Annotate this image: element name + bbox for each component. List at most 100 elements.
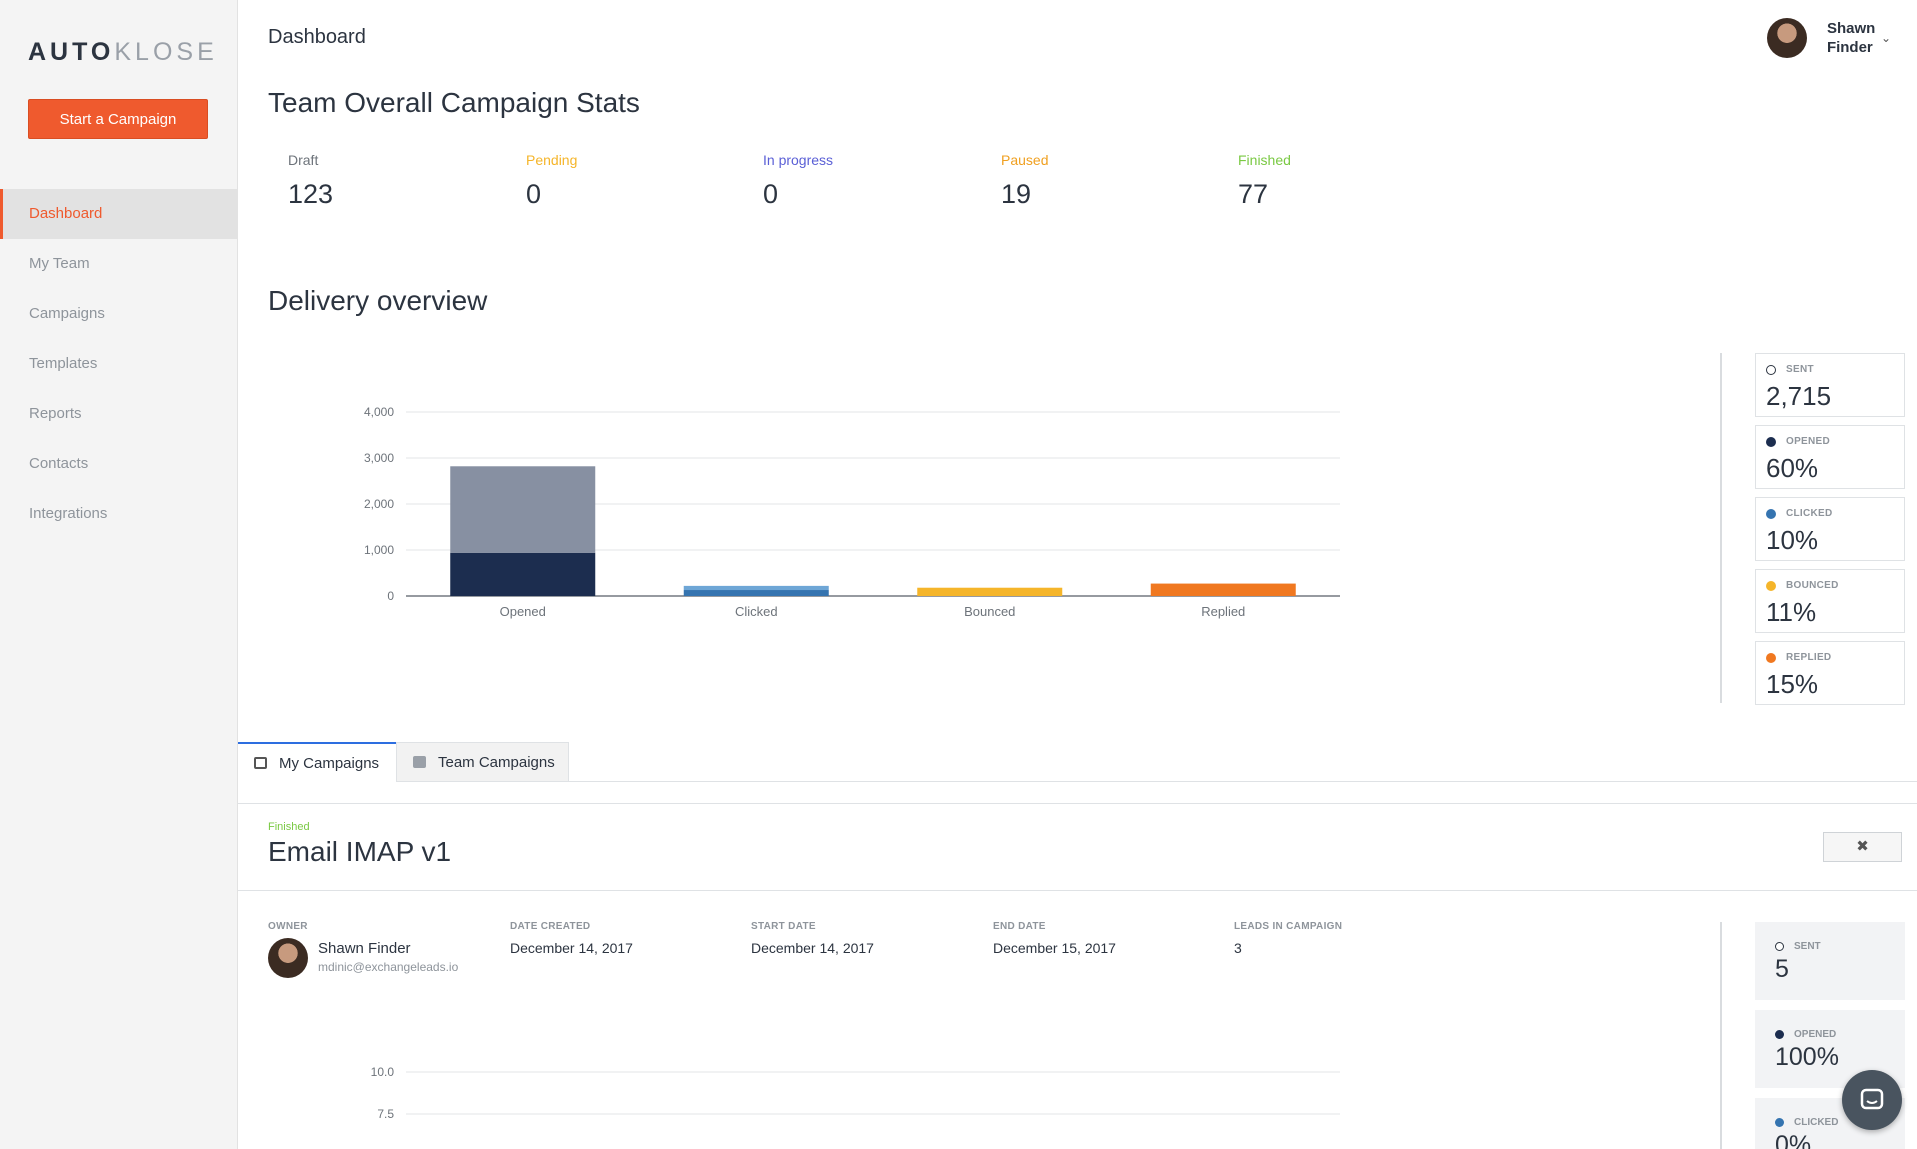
tab-my-campaigns[interactable]: My Campaigns (238, 742, 396, 782)
autoklose-logo[interactable]: AUTOKLOSE (28, 38, 218, 67)
stat-value: 0 (763, 179, 779, 209)
sidebar-item-contacts[interactable]: Contacts (29, 455, 89, 472)
stat-label: In progress (763, 152, 834, 168)
stat-label: Draft (288, 152, 319, 168)
divider (1720, 353, 1722, 703)
owner-avatar (268, 938, 308, 978)
stat-label: Finished (1238, 152, 1291, 168)
x-tick-label: Bounced (964, 604, 1015, 619)
campaign-status: Finished (268, 821, 310, 833)
legend-dot (1775, 1030, 1784, 1039)
stat-label: Pending (526, 152, 578, 168)
tab-label: Team Campaigns (438, 753, 555, 771)
sidebar: AUTOKLOSE Start a Campaign Dashboard My … (0, 0, 238, 1149)
kpi-label: REPLIED (1786, 652, 1832, 663)
y-tick-label: 1,000 (364, 543, 394, 557)
date-created-value: December 14, 2017 (510, 940, 633, 956)
y-tick-label: 4,000 (364, 405, 394, 419)
bar-opened-segment-0[interactable] (450, 552, 596, 596)
sidebar-item-dashboard[interactable]: Dashboard (0, 189, 238, 239)
briefcase-icon (413, 756, 426, 768)
owner-name: Shawn Finder (318, 940, 411, 957)
stat-pending: Pending 0 (526, 152, 577, 210)
sidebar-nav: Dashboard My Team Campaigns Templates Re… (0, 189, 238, 539)
user-last-name: Finder (1826, 39, 1873, 56)
kpi-bounced: BOUNCED 11% (1755, 569, 1905, 633)
campaign-tabs: My Campaigns Team Campaigns (238, 742, 1917, 782)
kpi-value: 60% (1766, 453, 1819, 483)
campaign-header (238, 803, 1917, 891)
campaign-title[interactable]: Email IMAP v1 (268, 836, 452, 867)
user-name: Shawn Finder (1827, 19, 1875, 57)
y-tick-label: 2,000 (364, 497, 394, 511)
y-tick-label: 3,000 (364, 451, 394, 465)
kpi-value: 15% (1766, 669, 1819, 699)
stat-finished: Finished 77 (1238, 152, 1291, 210)
legend-dot (1766, 365, 1776, 375)
legend-dot (1766, 653, 1776, 663)
user-menu[interactable]: Shawn Finder ⌄ (1766, 18, 1891, 58)
bar-replied-segment-0[interactable] (1150, 583, 1296, 596)
logo-light-text: KLOSE (114, 38, 218, 66)
x-tick-label: Clicked (735, 604, 778, 619)
sidebar-item-my-team[interactable]: My Team (29, 255, 90, 272)
end-date-label: END DATE (993, 921, 1046, 932)
x-tick-label: Opened (500, 604, 546, 619)
campaign-chart-svg: 10.0 7.5 (371, 1065, 1340, 1121)
avatar (1766, 18, 1807, 58)
bar-bounced-segment-0[interactable] (917, 587, 1063, 596)
chat-launcher-button[interactable] (1842, 1070, 1902, 1130)
leads-label: LEADS IN CAMPAIGN (1234, 921, 1343, 932)
start-campaign-button[interactable]: Start a Campaign (28, 99, 208, 139)
stat-label: Paused (1001, 152, 1049, 168)
kpi-label: SENT (1786, 364, 1814, 375)
bar-clicked-segment-0[interactable] (683, 590, 829, 596)
campaign-kpi-sent: SENT 5 (1755, 922, 1905, 1000)
logo-bold-text: AUTO (28, 38, 115, 66)
legend-dot (1766, 437, 1776, 447)
owner-label: OWNER (268, 921, 308, 932)
kpi-value: 2,715 (1766, 381, 1832, 411)
team-stats-heading: Team Overall Campaign Stats (268, 87, 640, 118)
stat-paused: Paused 19 (1001, 152, 1048, 210)
kpi-value: 10% (1766, 525, 1819, 555)
legend-dot (1766, 581, 1776, 591)
tab-label: My Campaigns (279, 754, 380, 772)
kpi-clicked: CLICKED 10% (1755, 497, 1905, 561)
tab-team-campaigns[interactable]: Team Campaigns (396, 742, 569, 782)
kpi-label: OPENED (1794, 1029, 1837, 1040)
kpi-value: 0% (1775, 1131, 1812, 1149)
stat-in-progress: In progress 0 (763, 152, 833, 210)
kpi-sent: SENT 2,715 (1755, 353, 1905, 417)
chat-icon (1860, 1088, 1884, 1110)
delivery-chart: 0 1,000 2,000 3,000 4,000 Opened Clicked Bounce… (340, 390, 1350, 630)
start-date-value: December 14, 2017 (751, 940, 874, 956)
end-date-value: December 15, 2017 (993, 940, 1116, 956)
kpi-replied: REPLIED 15% (1755, 641, 1905, 705)
y-tick-label: 7.5 (377, 1107, 394, 1121)
sidebar-item-integrations[interactable]: Integrations (29, 505, 108, 522)
bar-opened-segment-1[interactable] (450, 466, 596, 553)
bar-clicked-segment-1[interactable] (683, 585, 829, 591)
delivery-chart-svg: 0 1,000 2,000 3,000 4,000 Opened Clicked Bounce… (364, 405, 1340, 619)
kpi-label: BOUNCED (1786, 580, 1839, 591)
divider (1720, 922, 1722, 1149)
stat-value: 19 (1001, 179, 1032, 209)
calendar-icon (254, 757, 267, 769)
kpi-value: 11% (1766, 597, 1817, 627)
kpi-label: SENT (1794, 941, 1821, 952)
kpi-label: CLICKED (1786, 508, 1833, 519)
owner-email: mdinic@exchangeleads.io (318, 960, 459, 974)
y-tick-label: 10.0 (371, 1065, 395, 1079)
legend-dot (1766, 509, 1776, 519)
pin-button[interactable]: ✖ (1823, 832, 1902, 862)
sidebar-item-campaigns[interactable]: Campaigns (29, 305, 105, 322)
leads-value: 3 (1234, 940, 1242, 956)
sidebar-item-templates[interactable]: Templates (29, 355, 98, 372)
kpi-label: CLICKED (1794, 1117, 1839, 1128)
pin-icon: ✖ (1856, 838, 1869, 855)
x-tick-label: Replied (1201, 604, 1245, 619)
stat-draft: Draft 123 (288, 152, 333, 210)
sidebar-item-reports[interactable]: Reports (29, 405, 82, 422)
user-first-name: Shawn (1826, 20, 1876, 37)
